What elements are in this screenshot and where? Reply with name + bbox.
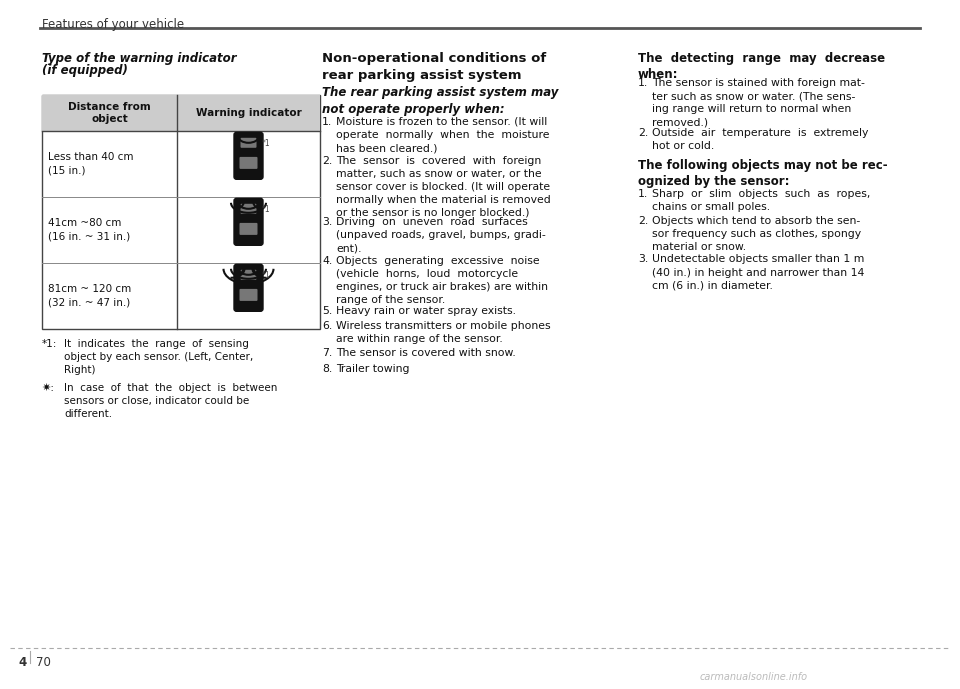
Text: 7.: 7. [322, 348, 332, 358]
Text: The sensor is covered with snow.: The sensor is covered with snow. [336, 348, 516, 358]
Text: 4.: 4. [322, 256, 332, 265]
Text: Heavy rain or water spray exists.: Heavy rain or water spray exists. [336, 305, 516, 316]
Text: 70: 70 [36, 656, 51, 669]
Text: Objects which tend to absorb the sen-
sor frequency such as clothes, spongy
mate: Objects which tend to absorb the sen- so… [652, 216, 861, 252]
Text: *1: *1 [261, 139, 270, 148]
Text: Objects  generating  excessive  noise
(vehicle  horns,  loud  motorcycle
engines: Objects generating excessive noise (vehi… [336, 256, 548, 305]
Text: 5.: 5. [322, 305, 332, 316]
Text: *1: *1 [261, 205, 270, 214]
Text: Less than 40 cm
(15 in.): Less than 40 cm (15 in.) [48, 152, 133, 176]
Text: Warning indicator: Warning indicator [196, 108, 301, 118]
Text: The  detecting  range  may  decrease
when:: The detecting range may decrease when: [638, 52, 885, 81]
Text: *1: *1 [261, 271, 270, 280]
Text: Moisture is frozen to the sensor. (It will
operate  normally  when  the  moistur: Moisture is frozen to the sensor. (It wi… [336, 117, 549, 153]
Text: The  sensor  is  covered  with  foreign
matter, such as snow or water, or the
se: The sensor is covered with foreign matte… [336, 156, 551, 218]
Text: ✷:: ✷: [42, 383, 55, 393]
Text: Driving  on  uneven  road  surfaces
(unpaved roads, gravel, bumps, gradi-
ent).: Driving on uneven road surfaces (unpaved… [336, 217, 545, 253]
FancyBboxPatch shape [241, 138, 256, 148]
Text: 3.: 3. [322, 217, 332, 227]
FancyBboxPatch shape [241, 270, 256, 280]
Text: Non-operational conditions of
rear parking assist system: Non-operational conditions of rear parki… [322, 52, 546, 81]
Text: The rear parking assist system may
not operate properly when:: The rear parking assist system may not o… [322, 86, 559, 116]
FancyBboxPatch shape [234, 265, 263, 311]
Text: 2.: 2. [638, 128, 648, 138]
FancyBboxPatch shape [241, 204, 256, 214]
Text: It  indicates  the  range  of  sensing
object by each sensor. (Left, Center,
Rig: It indicates the range of sensing object… [64, 339, 253, 376]
Text: 3.: 3. [638, 254, 648, 265]
Text: carmanualsonline.info: carmanualsonline.info [700, 672, 808, 682]
Text: The following objects may not be rec-
ognized by the sensor:: The following objects may not be rec- og… [638, 159, 888, 189]
Text: (if equipped): (if equipped) [42, 64, 128, 77]
Text: Sharp  or  slim  objects  such  as  ropes,
chains or small poles.: Sharp or slim objects such as ropes, cha… [652, 189, 871, 212]
Text: 2.: 2. [638, 216, 648, 226]
Text: 6.: 6. [322, 321, 332, 331]
Text: In  case  of  that  the  object  is  between
sensors or close, indicator could b: In case of that the object is between se… [64, 383, 277, 420]
Text: 8.: 8. [322, 364, 332, 373]
FancyBboxPatch shape [239, 223, 257, 235]
Text: 2.: 2. [322, 156, 332, 165]
FancyBboxPatch shape [239, 157, 257, 169]
FancyBboxPatch shape [234, 132, 263, 179]
FancyBboxPatch shape [239, 289, 257, 301]
Text: 41cm ~80 cm
(16 in. ~ 31 in.): 41cm ~80 cm (16 in. ~ 31 in.) [48, 218, 131, 242]
Text: 1.: 1. [322, 117, 332, 127]
Text: 4: 4 [18, 656, 26, 669]
Text: 1.: 1. [638, 189, 648, 199]
Text: 81cm ~ 120 cm
(32 in. ~ 47 in.): 81cm ~ 120 cm (32 in. ~ 47 in.) [48, 285, 132, 307]
Text: 1.: 1. [638, 78, 648, 88]
Text: Features of your vehicle: Features of your vehicle [42, 18, 184, 31]
Text: Wireless transmitters or mobile phones
are within range of the sensor.: Wireless transmitters or mobile phones a… [336, 321, 551, 344]
Text: Type of the warning indicator: Type of the warning indicator [42, 52, 236, 65]
Text: The sensor is stained with foreign mat-
ter such as snow or water. (The sens-
in: The sensor is stained with foreign mat- … [652, 78, 865, 127]
Text: Outside  air  temperature  is  extremely
hot or cold.: Outside air temperature is extremely hot… [652, 128, 869, 151]
FancyBboxPatch shape [234, 198, 263, 245]
Bar [42, 95, 320, 329]
Text: *1:: *1: [42, 339, 58, 349]
Bar [42, 95, 320, 131]
Text: Distance from
object: Distance from object [68, 102, 151, 124]
Text: Undetectable objects smaller than 1 m
(40 in.) in height and narrower than 14
cm: Undetectable objects smaller than 1 m (4… [652, 254, 864, 291]
Text: Trailer towing: Trailer towing [336, 364, 410, 373]
